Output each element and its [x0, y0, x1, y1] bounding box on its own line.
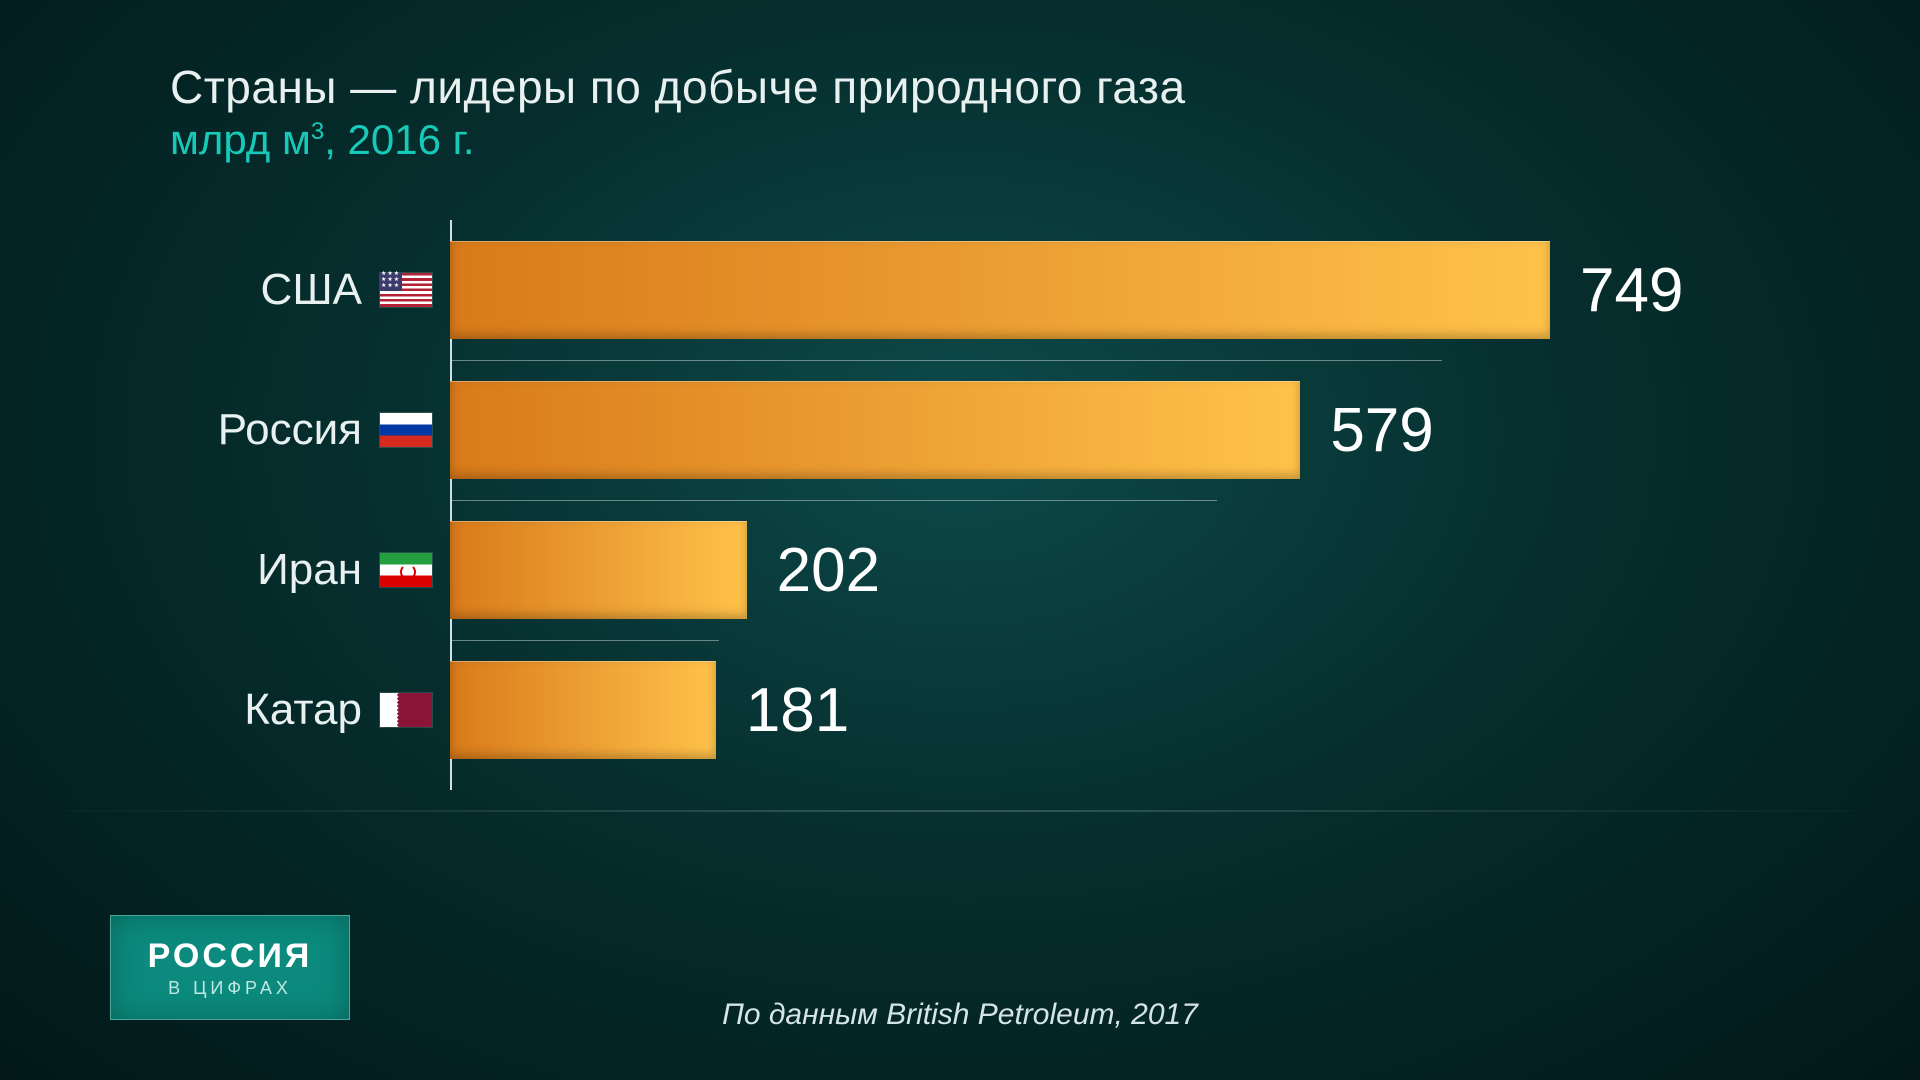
russia-flag-icon — [380, 413, 432, 447]
bar-row: США 749 — [170, 220, 1800, 360]
label-block: Катар — [170, 685, 450, 735]
iran-flag-icon — [380, 553, 432, 587]
bar-area: 181 — [450, 640, 1800, 780]
brand-logo-main: РОССИЯ — [148, 937, 313, 976]
country-label: Россия — [218, 405, 362, 455]
bar-area: 202 — [450, 500, 1800, 640]
chart-header: Страны — лидеры по добыче природного газ… — [170, 60, 1186, 164]
country-label: США — [261, 265, 362, 315]
label-block: Россия — [170, 405, 450, 455]
bar — [450, 661, 716, 759]
country-label: Иран — [257, 545, 362, 595]
bar — [450, 381, 1300, 479]
bar-value: 202 — [777, 535, 880, 606]
brand-logo-sub: В ЦИФРАХ — [168, 978, 292, 999]
bar-chart: США 749 Россия 579 Иран 202 Катар 181 — [170, 220, 1800, 780]
chart-title: Страны — лидеры по добыче природного газ… — [170, 60, 1186, 114]
bar-value: 579 — [1330, 395, 1433, 466]
label-block: Иран — [170, 545, 450, 595]
chart-subtitle: млрд м3, 2016 г. — [170, 116, 1186, 164]
subtitle-suffix: , 2016 г. — [324, 116, 474, 163]
qatar-flag-icon — [380, 693, 432, 727]
brand-logo: РОССИЯ В ЦИФРАХ — [110, 915, 350, 1020]
bar-row: Катар 181 — [170, 640, 1800, 780]
subtitle-super: 3 — [311, 118, 324, 145]
bar — [450, 521, 747, 619]
label-block: США — [170, 265, 450, 315]
bar — [450, 241, 1550, 339]
bar-row: Иран 202 — [170, 500, 1800, 640]
bar-row: Россия 579 — [170, 360, 1800, 500]
bar-value: 181 — [746, 675, 849, 746]
bar-area: 579 — [450, 360, 1800, 500]
bar-value: 749 — [1580, 255, 1683, 326]
subtitle-prefix: млрд м — [170, 116, 311, 163]
bar-area: 749 — [450, 220, 1800, 360]
usa-flag-icon — [380, 273, 432, 307]
country-label: Катар — [244, 685, 362, 735]
